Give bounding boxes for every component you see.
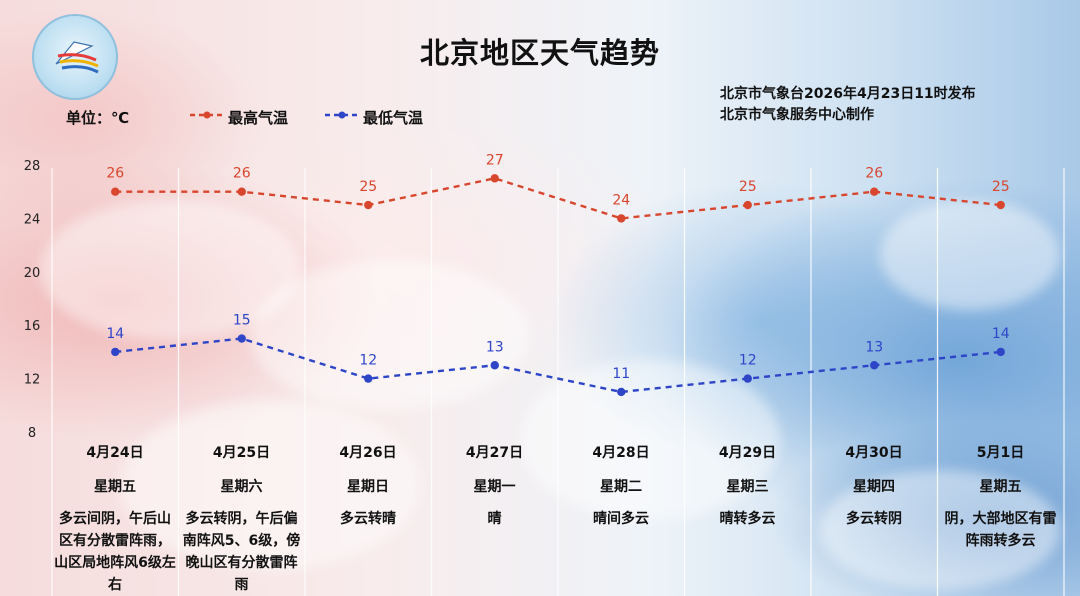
y-tick-label: 16 bbox=[24, 319, 41, 334]
day-weather: 晴 bbox=[487, 511, 502, 527]
low-temp-label: 13 bbox=[486, 339, 504, 355]
low-temp-point bbox=[490, 361, 499, 370]
logo-emblem-icon bbox=[55, 41, 99, 74]
low-temp-point bbox=[111, 347, 120, 357]
high-temp-point bbox=[617, 214, 626, 223]
low-temp-point bbox=[996, 347, 1005, 357]
low-temp-label: 12 bbox=[359, 353, 377, 369]
high-temp-point bbox=[111, 187, 120, 196]
day-column: 4月30日星期四多云转阴 bbox=[811, 440, 937, 530]
day-weather: 多云转阴 bbox=[846, 511, 902, 527]
meteorological-service-logo bbox=[32, 14, 118, 100]
page-title: 北京地区天气趋势 bbox=[419, 36, 660, 70]
low-temp-label: 11 bbox=[612, 366, 630, 382]
legend-low-swatch-icon bbox=[325, 111, 359, 119]
day-date: 4月24日 bbox=[86, 445, 144, 461]
low-temp-line bbox=[115, 337, 1001, 394]
cloud-shape bbox=[250, 260, 530, 410]
y-tick-label: 24 bbox=[24, 212, 41, 227]
low-temp-label: 14 bbox=[106, 326, 124, 342]
high-temp-point bbox=[996, 200, 1005, 210]
high-temp-label: 27 bbox=[486, 152, 504, 168]
high-temp-label: 25 bbox=[992, 179, 1010, 195]
day-date: 4月30日 bbox=[845, 445, 903, 461]
high-temp-label: 25 bbox=[739, 179, 757, 195]
low-temp-label: 15 bbox=[233, 313, 251, 329]
high-temp-point bbox=[364, 200, 373, 210]
low-temp-label: 14 bbox=[992, 326, 1010, 342]
cloud-shape bbox=[880, 200, 1060, 310]
day-weather: 晴转多云 bbox=[719, 511, 776, 527]
day-column: 4月26日星期日多云转晴 bbox=[305, 440, 431, 530]
day-weather: 阴，大部地区有雷阵雨转多云 bbox=[944, 511, 1057, 549]
day-weekday: 星期五 bbox=[979, 479, 1022, 495]
day-date: 4月27日 bbox=[465, 445, 524, 461]
high-temp-line bbox=[115, 177, 1001, 220]
y-tick-label: 12 bbox=[24, 373, 41, 388]
day-weekday: 星期三 bbox=[726, 479, 769, 495]
day-weekday: 星期六 bbox=[220, 479, 263, 495]
high-temp-point bbox=[870, 187, 879, 196]
y-tick-label: 28 bbox=[24, 159, 41, 174]
y-tick-label: 20 bbox=[24, 266, 41, 281]
issuer-line: 北京市气象台2026年4月23日11时发布 bbox=[720, 86, 976, 102]
day-weekday: 星期二 bbox=[600, 479, 642, 495]
cloud-shape bbox=[520, 360, 780, 520]
day-column: 5月1日星期五阴，大部地区有雷阵雨转多云 bbox=[938, 440, 1064, 552]
high-temp-point bbox=[743, 200, 752, 210]
day-column: 4月25日星期六多云转阴，午后偏南阵风5、6级，傍晚山区有分散雷阵雨 bbox=[179, 440, 305, 596]
high-temp-label: 26 bbox=[106, 166, 124, 182]
high-temp-label: 26 bbox=[233, 166, 251, 182]
day-date: 4月26日 bbox=[339, 445, 397, 461]
producer-line: 北京市气象服务中心制作 bbox=[720, 107, 874, 123]
legend-high-label: 最高气温 bbox=[228, 109, 289, 127]
legend-low-label: 最低气温 bbox=[363, 109, 424, 127]
high-temp-label: 26 bbox=[865, 166, 883, 182]
high-temp-point bbox=[237, 187, 246, 196]
day-weather: 多云间阴，午后山区有分散雷阵雨，山区局地阵风6级左右 bbox=[54, 511, 176, 593]
day-date: 4月25日 bbox=[212, 445, 271, 461]
day-weekday: 星期日 bbox=[347, 479, 389, 495]
day-date: 4月29日 bbox=[718, 445, 777, 461]
high-temp-label: 25 bbox=[359, 179, 377, 195]
cloud-shape bbox=[120, 400, 420, 570]
day-weather: 晴间多云 bbox=[593, 511, 649, 527]
high-temp-point bbox=[490, 174, 499, 183]
day-weekday: 星期一 bbox=[473, 479, 516, 495]
unit-label: 单位：℃ bbox=[66, 109, 130, 127]
day-column: 4月29日星期三晴转多云 bbox=[685, 440, 811, 530]
day-weather: 多云转阴，午后偏南阵风5、6级，傍晚山区有分散雷阵雨 bbox=[182, 511, 301, 593]
low-temp-label: 12 bbox=[739, 353, 757, 369]
day-date: 4月28日 bbox=[592, 445, 650, 461]
low-temp-point bbox=[364, 374, 373, 383]
day-weather: 多云转晴 bbox=[340, 511, 396, 527]
legend-high-swatch-icon bbox=[190, 111, 224, 119]
day-weekday: 星期五 bbox=[94, 479, 136, 495]
low-temp-point bbox=[237, 334, 246, 343]
day-column: 4月27日星期一晴 bbox=[432, 440, 558, 530]
high-temp-label: 24 bbox=[612, 192, 630, 208]
cloud-shape bbox=[40, 200, 300, 340]
low-temp-point bbox=[617, 387, 626, 397]
day-column: 4月24日星期五多云间阴，午后山区有分散雷阵雨，山区局地阵风6级左右 bbox=[52, 440, 178, 596]
low-temp-point bbox=[870, 361, 879, 370]
day-column: 4月28日星期二晴间多云 bbox=[558, 440, 684, 530]
day-date: 5月1日 bbox=[976, 445, 1025, 461]
day-weekday: 星期四 bbox=[853, 479, 895, 495]
low-temp-label: 13 bbox=[865, 339, 883, 355]
cloud-shape bbox=[820, 470, 1060, 590]
low-temp-point bbox=[743, 374, 752, 383]
y-tick-label: 8 bbox=[28, 426, 36, 441]
